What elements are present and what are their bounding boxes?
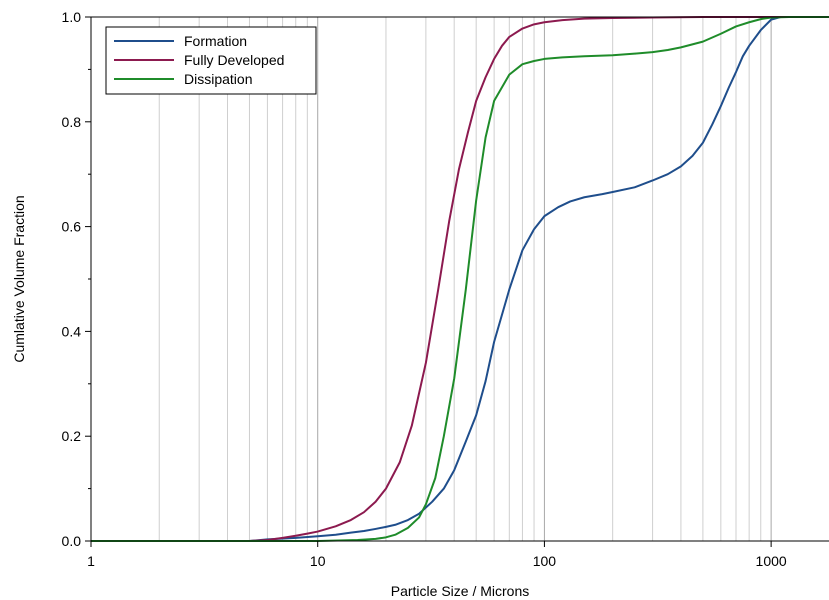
x-axis-label: Particle Size / Microns — [391, 583, 529, 599]
series-lines — [91, 16, 829, 542]
series-line — [91, 16, 829, 542]
y-axis-label: Cumlative Volume Fraction — [11, 195, 27, 362]
series-line — [91, 16, 829, 542]
y-tick-label: 0.8 — [62, 114, 82, 130]
x-tick-label: 100 — [533, 553, 557, 569]
x-tick-label: 10 — [310, 553, 326, 569]
y-tick-label: 0.4 — [62, 323, 82, 339]
y-tick-label: 1.0 — [62, 9, 82, 25]
legend-label: Fully Developed — [184, 52, 284, 68]
legend: Formation Fully Developed Dissipation — [105, 26, 317, 95]
series-line — [91, 16, 829, 542]
y-tick-label: 0.0 — [62, 533, 82, 549]
tick-labels: 0.0 0.2 0.4 0.6 0.8 1.0 1 10 100 1000 — [62, 9, 787, 569]
x-tick-label: 1 — [87, 553, 95, 569]
y-tick-label: 0.6 — [62, 219, 82, 235]
legend-label: Dissipation — [184, 71, 252, 87]
x-tick-label: 1000 — [756, 553, 787, 569]
legend-label: Formation — [184, 33, 247, 49]
grid-lines — [90, 17, 772, 541]
y-tick-label: 0.2 — [62, 428, 82, 444]
axes — [85, 16, 829, 547]
